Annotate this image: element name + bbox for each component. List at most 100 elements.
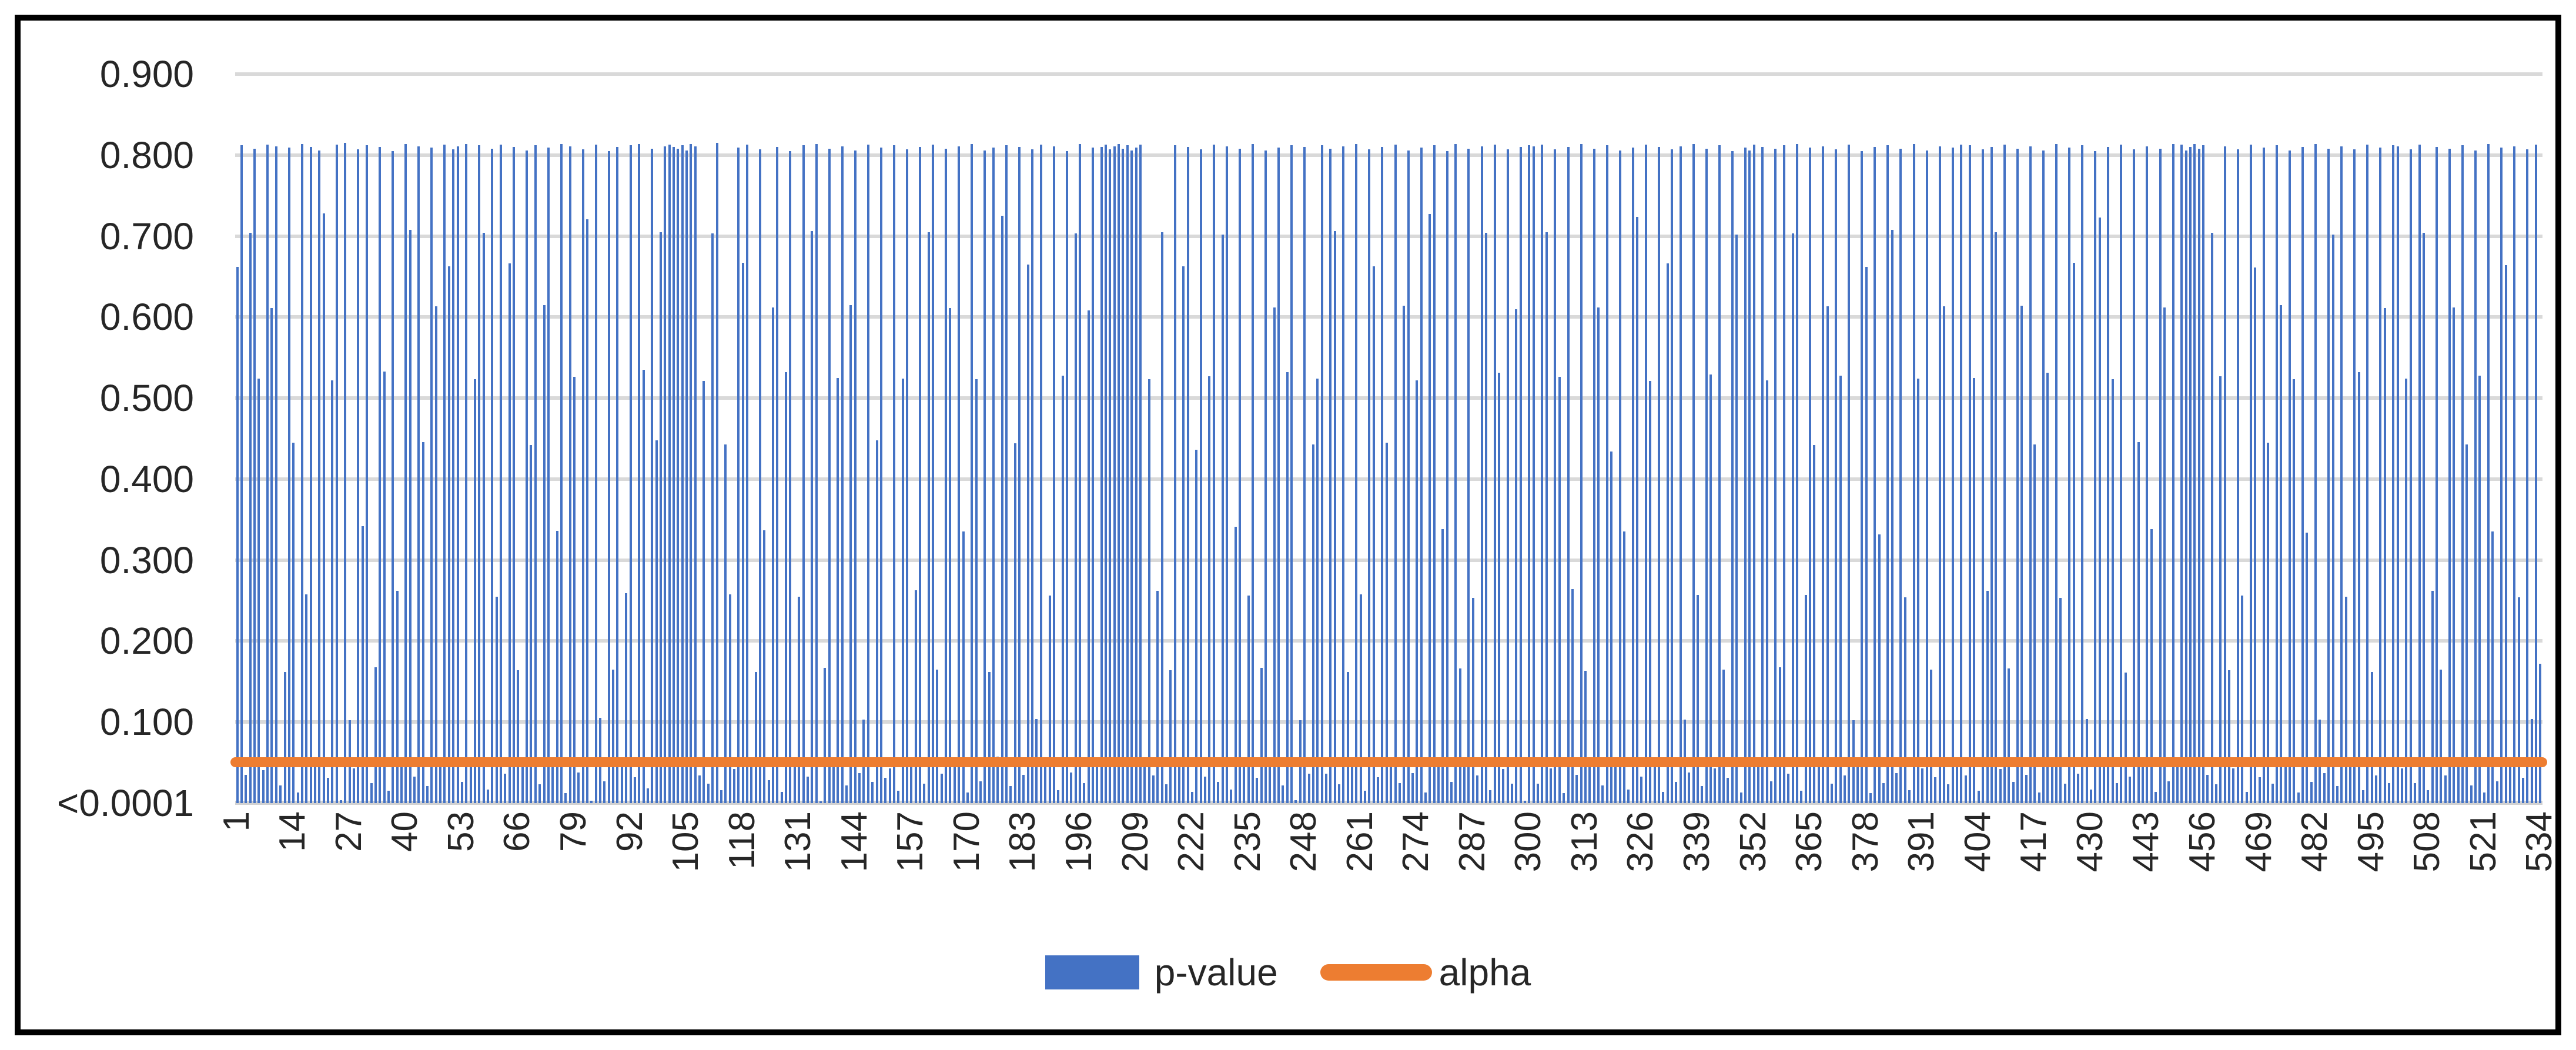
bar-p-value	[456, 146, 459, 803]
bar-p-value	[750, 759, 753, 803]
bar-p-value	[2020, 306, 2023, 803]
bar-p-value	[629, 145, 632, 803]
bar-p-value	[806, 776, 809, 803]
bar-p-value	[2076, 774, 2079, 803]
bar-p-value	[1243, 767, 1246, 803]
bar-p-value	[1692, 143, 1695, 803]
bar-p-value	[374, 667, 377, 803]
bar-p-value	[2435, 147, 2438, 803]
gridline	[235, 396, 2542, 400]
bar-p-value	[1688, 772, 1691, 803]
y-tick-label: 0.200	[99, 620, 194, 663]
bar-p-value	[1510, 783, 1513, 803]
bar-p-value	[1649, 381, 1652, 803]
bar-p-value	[1697, 594, 1700, 803]
x-tick-label: 352	[1732, 811, 1774, 872]
bar-p-value	[1783, 145, 1786, 803]
bar-p-value	[1165, 784, 1167, 803]
bar-p-value	[2267, 442, 2270, 803]
bar-p-value	[905, 149, 908, 803]
bar-p-value	[379, 147, 382, 803]
bar-p-value	[1709, 374, 1712, 803]
bar-p-value	[1554, 149, 1557, 803]
bar-p-value	[2219, 376, 2222, 803]
bar-p-value	[690, 143, 692, 803]
x-tick-label: 469	[2238, 811, 2279, 872]
bar-p-value	[962, 531, 965, 803]
bar-p-value	[776, 147, 779, 803]
bar-p-value	[1657, 147, 1660, 803]
bar-p-value	[1731, 151, 1734, 803]
bar-p-value	[819, 801, 822, 803]
bar-p-value	[1519, 147, 1522, 803]
bar-p-value	[1769, 781, 1772, 803]
bar-p-value	[759, 149, 762, 803]
bar-p-value	[1122, 148, 1125, 803]
bar-p-value	[1186, 147, 1189, 803]
bar-p-value	[612, 669, 615, 803]
bar-p-value	[1182, 266, 1185, 803]
bar-p-value	[745, 144, 748, 803]
bar-p-value	[2314, 143, 2317, 803]
x-tick-label: 300	[1508, 811, 1549, 872]
bar-p-value	[901, 379, 904, 803]
bar-p-value	[828, 148, 831, 803]
bar-p-value	[478, 145, 481, 803]
bar-p-value	[1407, 150, 1410, 803]
bar-p-value	[1727, 778, 1729, 803]
bar-p-value	[1416, 380, 1419, 803]
bar-p-value	[2539, 664, 2542, 803]
bar-p-value	[2366, 144, 2369, 803]
bar-p-value	[2163, 307, 2166, 803]
bar-p-value	[1640, 776, 1643, 803]
bar-p-value	[1532, 146, 1535, 803]
bar-p-value	[2483, 792, 2485, 803]
bar-p-value	[732, 769, 735, 803]
bar-p-value	[1580, 143, 1583, 803]
bar-p-value	[1550, 768, 1553, 803]
bar-p-value	[504, 774, 507, 803]
bar-p-value	[2348, 767, 2351, 803]
bar-p-value	[2072, 263, 2075, 803]
bar-p-value	[2534, 144, 2537, 803]
gridline	[235, 234, 2542, 238]
bar-p-value	[607, 151, 610, 803]
bar-p-value	[2392, 145, 2395, 803]
x-tick-label: 209	[1115, 811, 1156, 872]
bar-p-value	[2046, 373, 2049, 803]
bar-p-value	[1982, 149, 1985, 803]
bar-p-value	[2016, 148, 2019, 803]
bar-p-value	[2517, 597, 2520, 803]
bar-p-value	[1903, 597, 1906, 803]
bar-p-value	[1005, 145, 1008, 803]
x-tick-label: 261	[1339, 811, 1380, 872]
bar-p-value	[1835, 149, 1838, 803]
bar-p-value	[1247, 596, 1250, 803]
bar-p-value	[1467, 148, 1470, 803]
y-tick-label: 0.100	[99, 701, 194, 744]
bar-p-value	[1282, 785, 1284, 803]
x-tick-label: 430	[2069, 811, 2110, 872]
bar-p-value	[2453, 307, 2455, 803]
x-tick-label: 66	[497, 811, 538, 852]
bar-p-value	[387, 791, 390, 803]
bar-p-value	[2478, 375, 2481, 803]
bar-p-value	[417, 146, 420, 803]
bar-p-value	[2414, 783, 2417, 803]
bar-p-value	[1484, 233, 1487, 803]
bar-p-value	[1199, 149, 1202, 803]
bar-p-value	[560, 143, 563, 803]
bar-p-value	[1031, 149, 1034, 803]
bar-p-value	[1403, 306, 1406, 803]
bar-p-value	[1947, 784, 1950, 803]
bar-p-value	[1735, 234, 1738, 803]
bar-p-value	[975, 379, 978, 803]
bar-p-value	[1778, 667, 1781, 803]
bar-p-value	[910, 761, 913, 803]
bar-p-value	[1929, 669, 1932, 803]
bar-p-value	[992, 148, 995, 803]
gridline	[235, 315, 2542, 319]
bar-p-value	[798, 596, 801, 803]
bar-p-value	[932, 144, 935, 803]
bar-p-value	[1013, 443, 1016, 803]
